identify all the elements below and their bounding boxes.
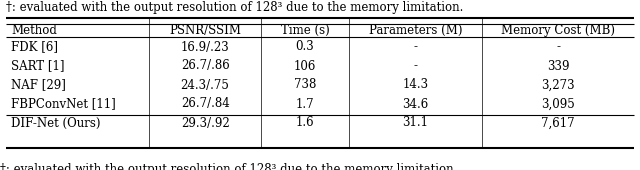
Text: 24.3/.75: 24.3/.75 — [180, 79, 230, 91]
Text: 0.3: 0.3 — [296, 40, 314, 54]
Text: †: evaluated with the output resolution of 128³ due to the memory limitation.: †: evaluated with the output resolution … — [6, 2, 463, 14]
Text: 3,095: 3,095 — [541, 98, 575, 111]
Text: Memory Cost (MB): Memory Cost (MB) — [501, 24, 615, 37]
Text: -: - — [556, 40, 560, 54]
Text: 339: 339 — [547, 59, 569, 72]
Text: 7,617: 7,617 — [541, 116, 575, 130]
Text: 31.1: 31.1 — [403, 116, 428, 130]
Text: SART [1]: SART [1] — [11, 59, 65, 72]
Text: NAF [29]: NAF [29] — [11, 79, 66, 91]
Text: 738: 738 — [294, 79, 316, 91]
Text: FDK [6]: FDK [6] — [11, 40, 58, 54]
Text: -: - — [413, 40, 417, 54]
Text: 1.6: 1.6 — [296, 116, 314, 130]
Text: †: evaluated with the output resolution of 128³ due to the memory limitation.: †: evaluated with the output resolution … — [0, 163, 458, 170]
Text: 3,273: 3,273 — [541, 79, 575, 91]
Text: PSNR/SSIM: PSNR/SSIM — [169, 24, 241, 37]
Text: 1.7: 1.7 — [296, 98, 314, 111]
Text: 106: 106 — [294, 59, 316, 72]
Text: 34.6: 34.6 — [403, 98, 429, 111]
Text: Time (s): Time (s) — [280, 24, 330, 37]
Text: FBPConvNet [11]: FBPConvNet [11] — [11, 98, 116, 111]
Text: 16.9/.23: 16.9/.23 — [180, 40, 230, 54]
Text: Method: Method — [11, 24, 57, 37]
Text: Parameters (M): Parameters (M) — [369, 24, 462, 37]
Text: DIF-Net (Ours): DIF-Net (Ours) — [11, 116, 100, 130]
Text: 14.3: 14.3 — [403, 79, 429, 91]
Text: 29.3/.92: 29.3/.92 — [180, 116, 230, 130]
Text: -: - — [413, 59, 417, 72]
Text: 26.7/.84: 26.7/.84 — [180, 98, 230, 111]
Text: 26.7/.86: 26.7/.86 — [180, 59, 230, 72]
